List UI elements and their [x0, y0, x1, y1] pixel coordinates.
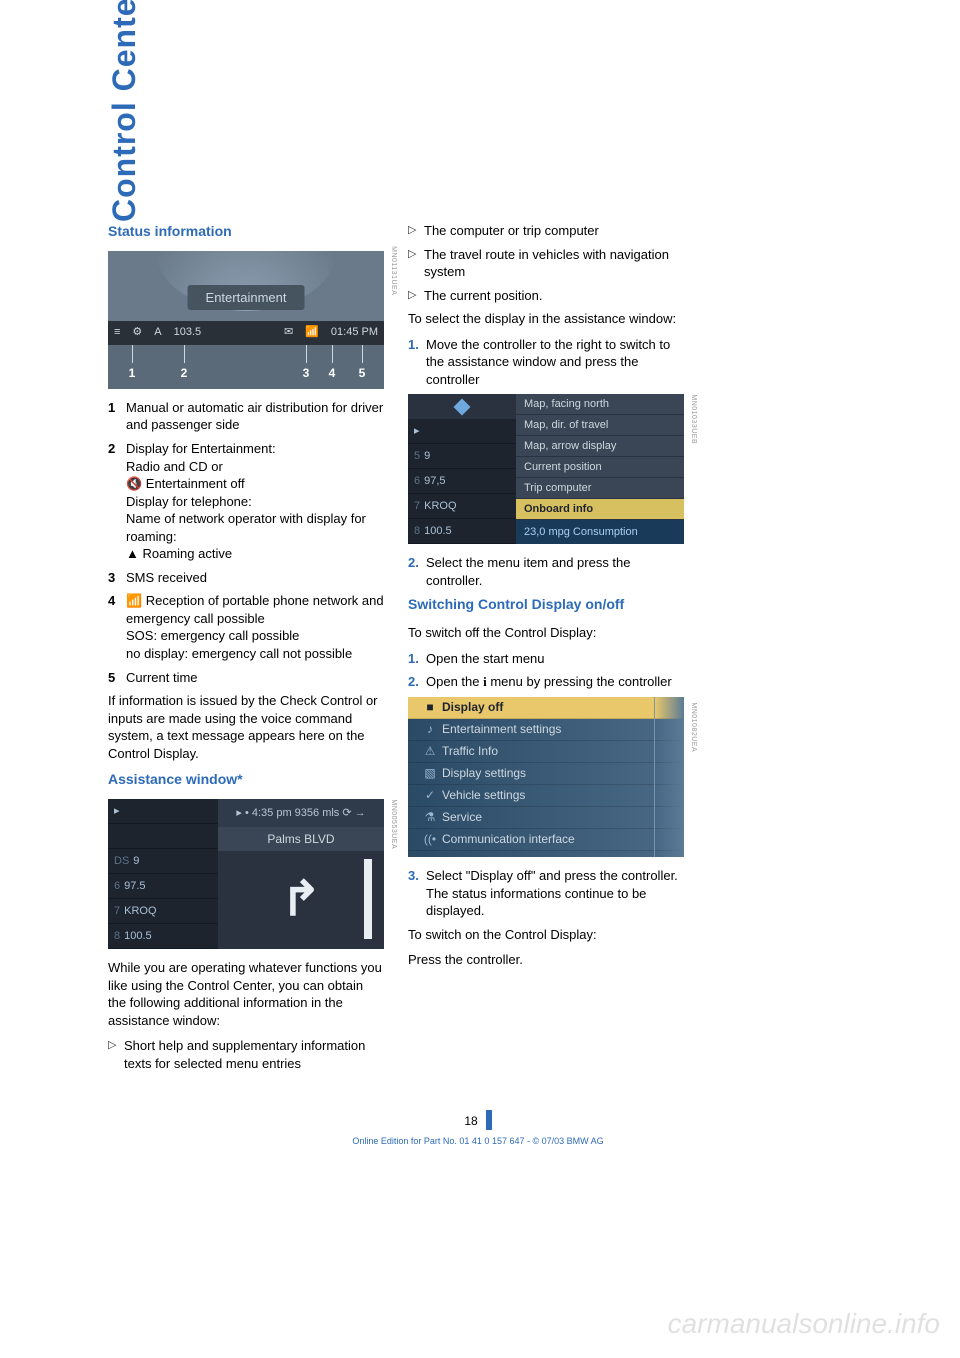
figure-1-wrap: Entertainment ≡ ⚙ A 103.5 ✉ 📶 01:45 PM 1…: [108, 251, 384, 389]
figure-assistance: ▸DS9697.57KROQ8100.5 ▸ • 4:35 pm 9356 ml…: [108, 799, 384, 949]
fig1-mail-icon: ✉: [278, 325, 299, 340]
para-switchon-2: Press the controller.: [408, 951, 684, 969]
steps-2: 1.Open the start menu2.Open the i menu b…: [408, 650, 684, 691]
steps-3: 3.Select "Display off" and press the con…: [408, 867, 684, 920]
figure-3-wrap: ▸59697,57KROQ8100.5 Map, facing northMap…: [408, 394, 684, 544]
para-switch: To switch off the Control Display:: [408, 624, 684, 642]
fig1-chip: Entertainment: [188, 285, 305, 311]
heading-switch: Switching Control Display on/off: [408, 595, 684, 614]
para-select: To select the display in the assistance …: [408, 310, 684, 328]
steps-1: 1.Move the controller to the right to sw…: [408, 336, 684, 389]
fig4-label: MN01082UEA: [689, 702, 698, 752]
page-content: Status information Entertainment ≡ ⚙ A 1…: [108, 222, 848, 1146]
fig1-statusbar: ≡ ⚙ A 103.5 ✉ 📶 01:45 PM: [108, 321, 384, 345]
right-top-bullets: ▷The computer or trip computer▷The trave…: [408, 222, 684, 304]
right-column: ▷The computer or trip computer▷The trave…: [408, 222, 684, 1078]
steps-1b: 2.Select the menu item and press the con…: [408, 554, 684, 589]
page-number: 18: [464, 1114, 481, 1128]
step1b-num: 2.: [408, 554, 426, 589]
heading-assistance: Assistance window*: [108, 770, 384, 789]
fig1-airdist-icon: ⚙: [126, 325, 148, 340]
fig2-street: Palms BLVD: [218, 827, 384, 851]
heading-status: Status information: [108, 222, 384, 241]
fig3-label: MN01033UEB: [689, 395, 698, 445]
figure-menu: ▸59697,57KROQ8100.5 Map, facing northMap…: [408, 394, 684, 544]
figure-status-bar: Entertainment ≡ ⚙ A 103.5 ✉ 📶 01:45 PM 1…: [108, 251, 384, 389]
fig1-signal-icon: 📶: [299, 325, 325, 340]
assist-bullets: ▷Short help and supplementary informatio…: [108, 1037, 384, 1072]
fig2-turn-arrow-icon: ↱: [281, 868, 321, 933]
left-column: Status information Entertainment ≡ ⚙ A 1…: [108, 222, 384, 1078]
fig1-time: 01:45 PM: [325, 325, 384, 340]
para-assist: While you are operating whatever functio…: [108, 959, 384, 1029]
status-legend: 1Manual or automatic air distribution fo…: [108, 399, 384, 686]
watermark: carmanualsonline.info: [668, 1308, 940, 1340]
step3-num: 3.: [408, 867, 426, 920]
figure-4-wrap: ■Display off♪Entertainment settings⚠Traf…: [408, 697, 684, 857]
fig2-label: MN00553UEA: [389, 800, 398, 850]
step3-text: Select "Display off" and press the contr…: [426, 867, 684, 920]
fig1-label: MN01131UEA: [389, 246, 398, 295]
fig1-freq: 103.5: [168, 325, 208, 340]
footer-text: Online Edition for Part No. 01 41 0 157 …: [108, 1136, 848, 1146]
fig1-seg-a: A: [148, 325, 167, 340]
page-number-block: 18: [108, 1110, 848, 1130]
para-switchon-1: To switch on the Control Display:: [408, 926, 684, 944]
section-tab: Control Center: [106, 0, 143, 222]
step1b-text: Select the menu item and press the contr…: [426, 554, 684, 589]
fig1-hamburger-icon: ≡: [108, 325, 126, 340]
figure-2-wrap: ▸DS9697.57KROQ8100.5 ▸ • 4:35 pm 9356 ml…: [108, 799, 384, 949]
para-checkcontrol: If information is issued by the Check Co…: [108, 692, 384, 762]
figure-displayoff: ■Display off♪Entertainment settings⚠Traf…: [408, 697, 684, 857]
fig2-topline: ▸ • 4:35 pm 9356 mls ⟳ →: [218, 799, 384, 827]
